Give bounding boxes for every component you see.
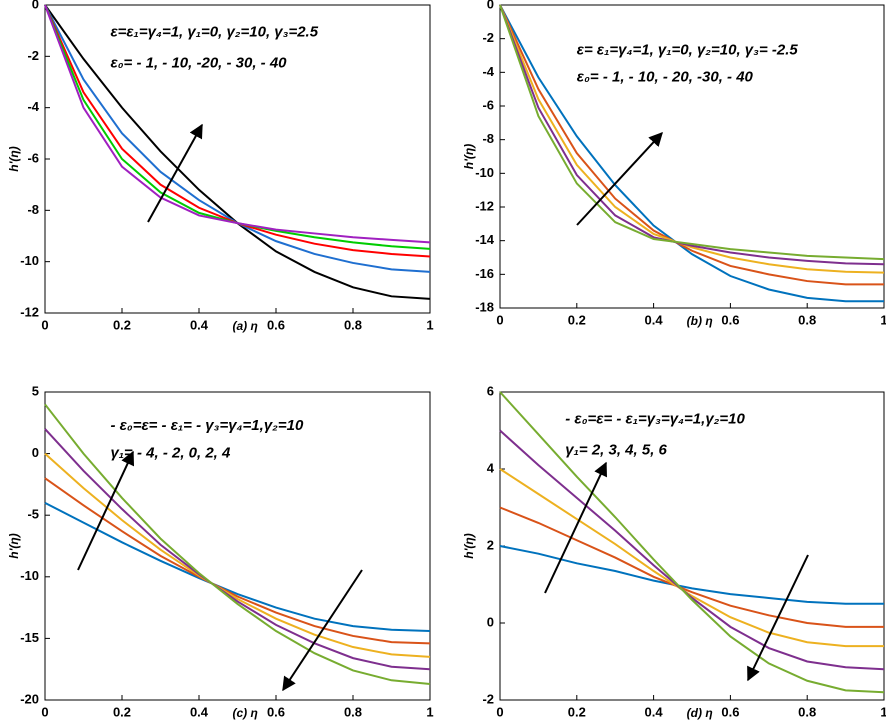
y-axis-label: h'(η) <box>462 144 476 170</box>
y-tick-label: -5 <box>27 507 39 522</box>
y-tick-label: -16 <box>475 266 494 281</box>
x-tick-label: 0.8 <box>798 312 816 327</box>
y-tick-label: 2 <box>487 537 494 552</box>
y-tick-label: -8 <box>482 131 494 146</box>
x-tick-label: 0.4 <box>645 704 664 719</box>
x-tick-label: 0.4 <box>190 704 209 719</box>
y-tick-label: -10 <box>20 253 39 268</box>
data-line <box>44 4 431 300</box>
x-tick-label: 0.8 <box>344 704 362 719</box>
x-tick-label: 0.6 <box>721 704 739 719</box>
y-axis-label: h'(η) <box>462 533 476 559</box>
y-tick-label: -4 <box>27 99 39 114</box>
data-line <box>499 4 885 266</box>
data-line <box>499 4 884 286</box>
arrow <box>147 123 203 223</box>
y-tick-label: 0 <box>32 0 39 11</box>
x-tick-label: 0.2 <box>113 317 131 332</box>
y-axis-label: h'(η) <box>7 146 21 172</box>
x-tick-label: 0 <box>496 704 503 719</box>
y-tick-label: -14 <box>475 232 495 247</box>
y-tick-label: -6 <box>482 97 494 112</box>
x-tick-label: 0.6 <box>721 312 739 327</box>
y-tick-label: -15 <box>20 630 39 645</box>
y-tick-label: -20 <box>20 691 39 706</box>
x-tick-label: 0.4 <box>190 317 209 332</box>
y-tick-label: -2 <box>482 30 494 45</box>
annotation: - ε₀=ε= - ε₁= - γ₃=γ₄=1,γ₂=10 <box>110 417 304 434</box>
x-tick-label: 0.2 <box>568 312 586 327</box>
y-tick-label: 0 <box>487 0 494 11</box>
data-line <box>499 545 884 605</box>
y-axis-label: h'(η) <box>7 533 21 559</box>
y-tick-label: -18 <box>475 299 494 314</box>
arrow <box>544 461 607 594</box>
y-tick-label: -2 <box>27 48 39 63</box>
annotation: ε₀= - 1, - 10, -20, - 30, - 40 <box>110 54 287 71</box>
x-axis-label: (c) η <box>233 706 258 720</box>
x-tick-label: 0.6 <box>267 704 285 719</box>
y-tick-label: 6 <box>487 383 494 398</box>
data-line <box>499 506 884 628</box>
data-line <box>44 477 431 645</box>
y-tick-label: 5 <box>32 383 39 398</box>
x-tick-label: 0.8 <box>344 317 362 332</box>
x-tick-label: 0.8 <box>798 704 816 719</box>
x-tick-label: 1 <box>426 317 433 332</box>
arrow <box>747 554 809 682</box>
data-line <box>44 452 431 658</box>
data-line <box>44 428 431 671</box>
arrow <box>77 450 135 571</box>
annotation: ε₀= - 1, - 10, - 20, -30, - 40 <box>577 69 754 86</box>
x-tick-label: 0.2 <box>113 704 131 719</box>
y-tick-label: 0 <box>487 614 494 629</box>
data-line <box>499 4 885 274</box>
data-line <box>44 4 431 250</box>
data-line <box>499 4 885 261</box>
y-tick-label: -6 <box>27 150 39 165</box>
annotation: γ₁= 2, 3, 4, 5, 6 <box>565 441 667 458</box>
x-tick-label: 0 <box>41 704 48 719</box>
data-line <box>44 4 431 244</box>
x-tick-label: 0.6 <box>267 317 285 332</box>
arrow <box>576 131 663 226</box>
x-tick-label: 1 <box>880 312 886 327</box>
y-tick-label: -4 <box>482 64 494 79</box>
annotation: ε=ε₁=γ₄=1, γ₁=0, γ₂=10, γ₃=2.5 <box>110 24 318 41</box>
plot-frame <box>499 391 885 701</box>
x-axis-label: (d) η <box>687 706 713 720</box>
plot-frame <box>44 391 431 701</box>
y-tick-label: 0 <box>32 445 39 460</box>
arrow <box>282 569 363 692</box>
annotation: γ₁= - 4, - 2, 0, 2, 4 <box>110 445 231 462</box>
x-tick-label: 0 <box>496 312 503 327</box>
data-line <box>499 391 885 694</box>
annotation: - ε₀=ε= - ε₁=γ₃=γ₄=1,γ₂=10 <box>565 411 745 428</box>
y-tick-label: -10 <box>20 568 39 583</box>
data-line <box>44 501 431 633</box>
annotation: ε= ε₁=γ₄=1, γ₁=0, γ₂=10, γ₃= -2.5 <box>577 41 799 58</box>
x-tick-label: 1 <box>880 704 886 719</box>
plot-frame <box>499 4 885 309</box>
y-tick-label: -12 <box>20 304 39 319</box>
x-tick-label: 0.4 <box>645 312 664 327</box>
x-tick-label: 0 <box>41 317 48 332</box>
y-tick-label: -2 <box>482 691 494 706</box>
data-line <box>499 429 885 671</box>
data-line <box>499 468 884 648</box>
data-line <box>499 4 884 303</box>
y-tick-label: -12 <box>475 198 494 213</box>
x-tick-label: 0.2 <box>568 704 586 719</box>
y-tick-label: -8 <box>27 202 39 217</box>
y-tick-label: -10 <box>475 165 494 180</box>
x-tick-label: 1 <box>426 704 433 719</box>
y-tick-label: 4 <box>487 460 495 475</box>
x-axis-label: (b) η <box>687 314 713 328</box>
data-line <box>44 403 431 685</box>
x-axis-label: (a) η <box>233 319 258 333</box>
